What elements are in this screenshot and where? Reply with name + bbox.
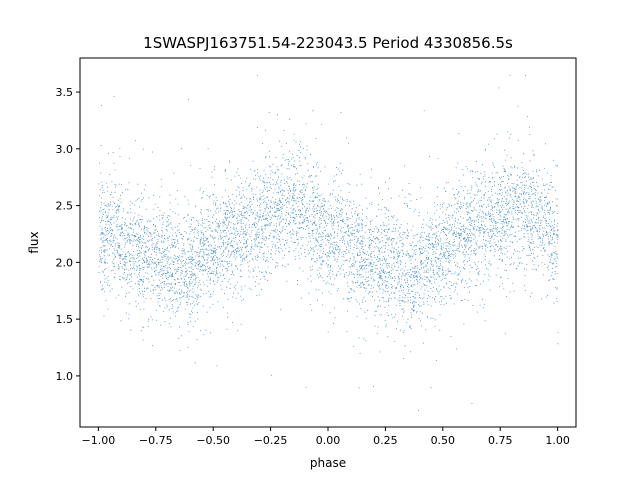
x-tick-label: 0.00 <box>316 434 341 447</box>
scatter-points <box>98 75 559 411</box>
x-tick-label: 0.75 <box>488 434 513 447</box>
y-axis: 1.0 1.5 2.0 2.5 3.0 3.5 <box>56 86 80 383</box>
data-points <box>98 75 559 411</box>
y-tick-label: 3.0 <box>56 143 74 156</box>
y-tick-label: 2.5 <box>56 200 74 213</box>
x-tick-label: 0.50 <box>431 434 456 447</box>
y-tick-label: 2.0 <box>56 256 74 269</box>
x-tick-label: −0.75 <box>139 434 173 447</box>
x-axis-label: phase <box>310 456 346 470</box>
x-tick-label: 0.25 <box>373 434 398 447</box>
chart-title: 1SWASPJ163751.54-223043.5 Period 4330856… <box>143 34 513 52</box>
x-tick-label: 1.00 <box>545 434 570 447</box>
x-tick-label: −1.00 <box>82 434 116 447</box>
x-axis: −1.00 −0.75 −0.50 −0.25 0.00 0.25 0.50 0.75 1.00 <box>82 427 570 447</box>
x-tick-label: −0.25 <box>254 434 288 447</box>
y-tick-label: 1.0 <box>56 370 74 383</box>
y-axis-label: flux <box>27 231 41 253</box>
x-tick-label: −0.50 <box>196 434 230 447</box>
y-tick-label: 3.5 <box>56 86 74 99</box>
y-tick-label: 1.5 <box>56 313 74 326</box>
